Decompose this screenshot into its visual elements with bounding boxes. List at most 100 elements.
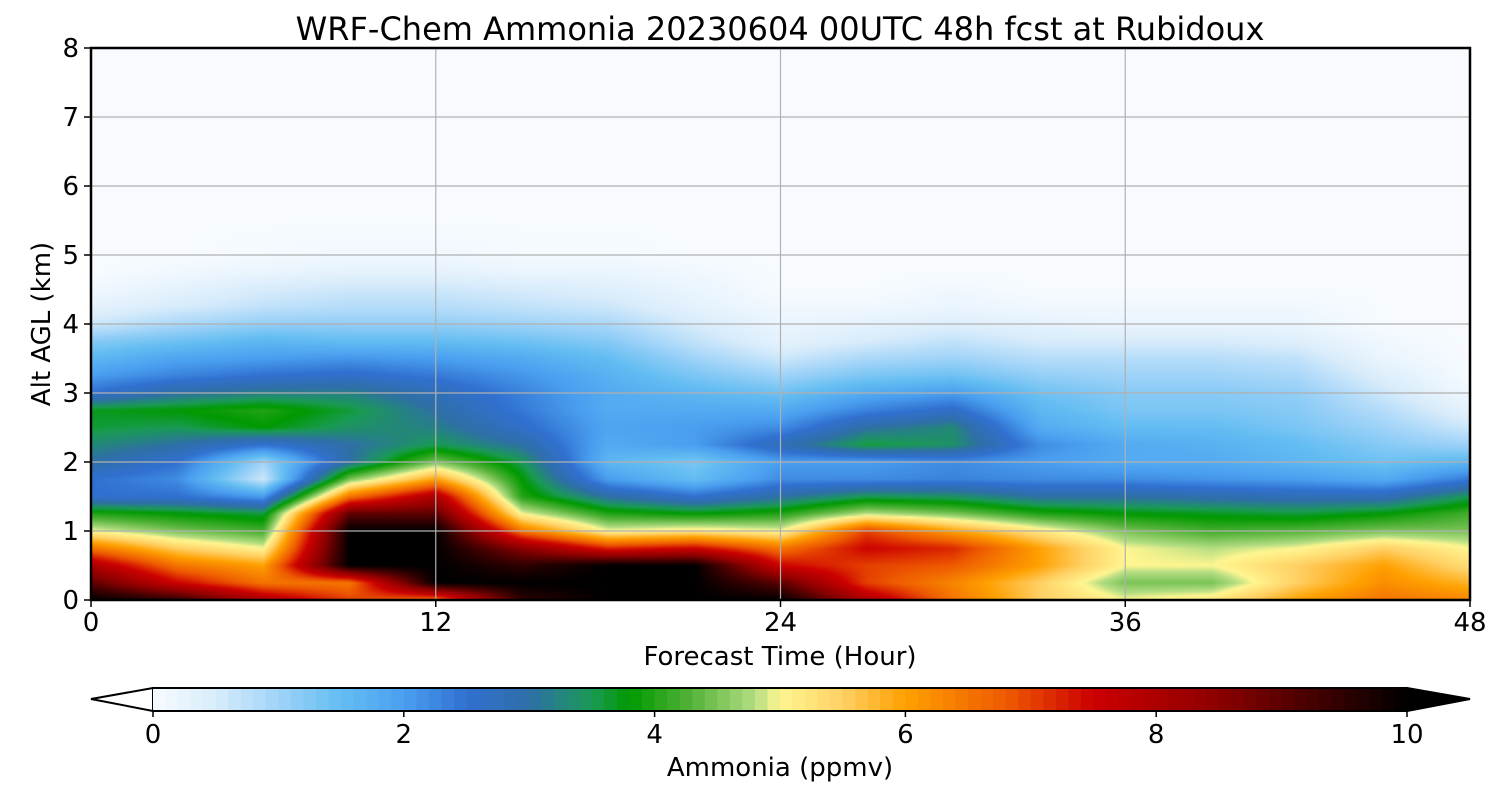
colorbar-cell xyxy=(754,688,769,711)
colorbar-cell xyxy=(1156,688,1170,711)
colorbar-cell xyxy=(892,688,906,711)
colorbar-cell xyxy=(1018,688,1032,711)
colorbar-cell xyxy=(1043,688,1057,711)
y-axis-label: Alt AGL (km) xyxy=(27,242,57,406)
colorbar-over-arrow xyxy=(1406,686,1471,713)
y-tick-label: 8 xyxy=(62,34,79,64)
colorbar-cell xyxy=(153,688,167,711)
colorbar-cell xyxy=(1319,688,1333,711)
colorbar-cell xyxy=(704,688,718,711)
colorbar-tick-label: 10 xyxy=(1390,720,1423,750)
colorbar-tick-label: 2 xyxy=(396,720,413,750)
colorbar-cell xyxy=(541,688,555,711)
colorbar-cell xyxy=(1281,688,1295,711)
colorbar-cell xyxy=(993,688,1007,711)
colorbar-cell xyxy=(290,688,305,711)
y-tick-label: 6 xyxy=(62,172,79,202)
colorbar-cell xyxy=(692,688,706,711)
colorbar-under-arrow xyxy=(90,686,154,713)
colorbar-cell xyxy=(228,688,242,711)
colorbar-cell xyxy=(968,688,982,711)
y-tick-label: 2 xyxy=(62,448,79,478)
colorbar-cell xyxy=(566,688,580,711)
colorbar-cell xyxy=(805,688,819,711)
colorbar-tick-label: 8 xyxy=(1148,720,1165,750)
colorbar-cell xyxy=(642,688,656,711)
colorbar-cell xyxy=(554,688,568,711)
colorbar-cell xyxy=(416,688,430,711)
x-tick-label: 12 xyxy=(419,608,452,638)
colorbar-cell xyxy=(504,688,518,711)
colorbar-cell xyxy=(867,688,881,711)
colorbar-cell xyxy=(830,688,844,711)
colorbar-cell xyxy=(253,688,267,711)
x-axis-ticks: 0 12 24 36 48 xyxy=(83,600,1487,638)
x-tick-label: 36 xyxy=(1109,608,1142,638)
colorbar-cell xyxy=(1005,688,1019,711)
colorbar-cell xyxy=(1143,688,1157,711)
colorbar-cell xyxy=(1369,688,1383,711)
colorbar-cell xyxy=(215,688,229,711)
colorbar-cell xyxy=(855,688,869,711)
y-tick-label: 0 xyxy=(62,586,79,616)
colorbar-cell xyxy=(1055,688,1070,711)
colorbar-cell xyxy=(1093,688,1107,711)
colorbar-cell xyxy=(529,688,543,711)
colorbar: 0 2 4 6 8 10 Ammonia (ppmv) xyxy=(90,686,1471,783)
x-tick-label: 48 xyxy=(1453,608,1486,638)
colorbar-cell xyxy=(1193,688,1207,711)
plot-area xyxy=(89,46,1472,602)
colorbar-cell xyxy=(616,688,631,711)
colorbar-cell xyxy=(428,688,443,711)
x-tick-label: 24 xyxy=(764,608,797,638)
colorbar-cell xyxy=(792,688,806,711)
colorbar-cell xyxy=(466,688,480,711)
colorbar-cell xyxy=(403,688,417,711)
colorbar-cell xyxy=(880,688,894,711)
colorbar-cell xyxy=(1118,688,1132,711)
y-tick-label: 7 xyxy=(62,103,79,133)
chart-title: WRF-Chem Ammonia 20230604 00UTC 48h fcst… xyxy=(296,10,1265,48)
colorbar-cell xyxy=(1106,688,1120,711)
colorbar-cell xyxy=(178,688,192,711)
colorbar-cell xyxy=(491,688,505,711)
colorbar-cell xyxy=(955,688,969,711)
y-axis-ticks: 0 1 2 3 4 5 6 7 8 xyxy=(62,34,91,616)
colorbar-cell xyxy=(717,688,731,711)
colorbar-tick-label: 4 xyxy=(646,720,663,750)
colorbar-cell xyxy=(1294,688,1308,711)
colorbar-cell xyxy=(1080,688,1095,711)
colorbar-cell xyxy=(742,688,756,711)
y-tick-label: 1 xyxy=(62,517,79,547)
colorbar-cell xyxy=(842,688,856,711)
colorbar-cell xyxy=(917,688,932,711)
colorbar-cell xyxy=(629,688,643,711)
colorbar-cell xyxy=(905,688,919,711)
colorbar-cell xyxy=(1218,688,1233,711)
colorbar-cell xyxy=(278,688,292,711)
colorbar-cell xyxy=(1206,688,1220,711)
y-tick-label: 5 xyxy=(62,241,79,271)
colorbar-cell xyxy=(729,688,743,711)
x-axis-label: Forecast Time (Hour) xyxy=(643,642,916,672)
colorbar-cell xyxy=(378,688,392,711)
colorbar-cell xyxy=(1231,688,1245,711)
colorbar-cell xyxy=(265,688,279,711)
colorbar-cell xyxy=(1181,688,1195,711)
colorbar-cell xyxy=(1256,688,1270,711)
colorbar-cell xyxy=(1356,688,1370,711)
colorbar-cell xyxy=(441,688,455,711)
colorbar-cell xyxy=(516,688,530,711)
colorbar-cell xyxy=(453,688,468,711)
colorbar-cell xyxy=(341,688,355,711)
colorbar-cell xyxy=(780,688,794,711)
colorbar-cell xyxy=(604,688,618,711)
colorbar-cell xyxy=(479,688,493,711)
colorbar-cell xyxy=(1243,688,1258,711)
colorbar-cell xyxy=(1030,688,1044,711)
colorbar-cells xyxy=(153,688,1408,711)
colorbar-cell xyxy=(1269,688,1283,711)
colorbar-cell xyxy=(1306,688,1320,711)
colorbar-cell xyxy=(980,688,994,711)
